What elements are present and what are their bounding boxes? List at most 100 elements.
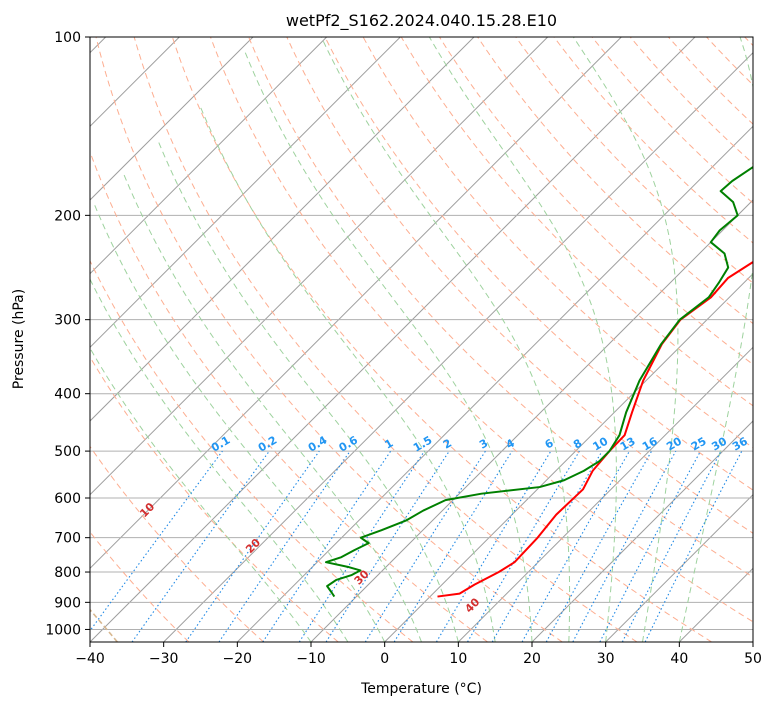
sounding-profiles <box>324 165 753 598</box>
mixing-ratio-line <box>644 450 743 642</box>
y-tick-label: 200 <box>54 208 81 224</box>
dry-adiabat-line <box>515 37 753 284</box>
isotherm-line <box>90 37 622 570</box>
x-tick-label: 0 <box>380 651 389 667</box>
mixing-ratio-line <box>435 450 552 642</box>
mixing-ratio-line <box>521 450 630 642</box>
dry-adiabats <box>90 37 753 642</box>
mixing-ratio-line <box>545 450 653 642</box>
isotherm-line <box>457 346 753 642</box>
dry-adiabat-line <box>706 37 753 86</box>
x-tick-label: −20 <box>223 651 253 667</box>
moist-adiabat-line <box>90 347 312 642</box>
dry-adiabat-line <box>171 37 712 642</box>
mixing-ratio-label: 2 <box>441 437 454 452</box>
y-tick-label: 300 <box>54 313 81 329</box>
y-tick-label: 800 <box>54 565 81 581</box>
mixing-ratio-line <box>218 450 351 642</box>
mixing-ratio-line <box>185 450 320 642</box>
y-tick-label: 400 <box>54 387 81 403</box>
dry-adiabat-line <box>90 531 190 642</box>
dry-adiabat-line <box>133 37 638 642</box>
dry-adiabat-line <box>90 150 488 642</box>
x-tick-label: 40 <box>670 651 688 667</box>
mixing-ratio-line <box>393 450 513 642</box>
moist-adiabat-line <box>243 49 533 642</box>
isotherm-line <box>90 37 475 422</box>
moist-adiabat-line <box>320 37 571 642</box>
moist-adiabat-line <box>198 104 496 642</box>
isotherm-line <box>90 37 254 201</box>
isotherm-line <box>90 37 401 349</box>
y-axis-title: Pressure (hPa) <box>11 289 27 389</box>
adiabat-label: 0 <box>37 461 52 476</box>
mixing-ratio-line <box>572 450 677 642</box>
isotherm-line <box>310 199 753 642</box>
mixing-ratio-lines <box>90 450 743 642</box>
x-axis-title: Temperature (°C) <box>360 681 482 697</box>
x-tick-label: −10 <box>296 651 326 667</box>
y-axis-ticks: 100 200 300 400 500 600 700 800 900 1000 <box>45 30 90 638</box>
moist-adiabat-line <box>428 37 617 642</box>
adiabat-label: 10 <box>137 500 157 520</box>
mixing-ratio-line <box>262 450 392 642</box>
y-tick-label: 700 <box>54 531 81 547</box>
y-tick-label: 600 <box>54 491 81 507</box>
isotherm-and-isobar-grid <box>90 37 753 642</box>
isotherm-line <box>384 272 753 642</box>
dry-adiabat-line <box>90 356 339 642</box>
adiabat-label: 40 <box>462 595 482 615</box>
dry-adiabat-line <box>324 37 753 491</box>
adiabat-label: 20 <box>243 536 263 556</box>
mixing-ratio-line <box>599 450 702 642</box>
x-tick-label: 50 <box>744 651 762 667</box>
dry-adiabat-line <box>90 445 264 642</box>
moist-adiabat-line <box>678 37 753 642</box>
mixing-ratio-label: 6 <box>543 436 556 451</box>
y-tick-label: 900 <box>54 595 81 611</box>
dry-adiabat-line <box>668 37 753 125</box>
mixing-ratio-line <box>364 450 486 642</box>
x-tick-label: 10 <box>449 651 467 667</box>
dry-adiabat-line <box>591 37 753 204</box>
isotherm-line <box>605 493 753 642</box>
x-tick-label: 20 <box>523 651 541 667</box>
sounding-series-line <box>437 261 753 598</box>
isotherm-line <box>163 51 753 642</box>
x-tick-label: −40 <box>75 651 105 667</box>
mixing-ratio-line <box>325 450 450 642</box>
isotherm-line <box>752 641 753 642</box>
x-tick-label: 30 <box>597 651 615 667</box>
chart-title: wetPf2_S162.2024.040.15.28.E10 <box>286 11 557 31</box>
moist-adiabat-line <box>157 141 459 642</box>
moist-adiabat-line <box>92 201 386 642</box>
overlay-labels: 0.10.20.40.611.52346810131620253036-100-… <box>37 433 750 615</box>
y-tick-label: 100 <box>54 30 81 46</box>
mixing-ratio-line <box>298 450 425 642</box>
moist-adiabats <box>90 37 753 642</box>
mixing-ratio-line <box>131 450 270 642</box>
y-tick-label: 500 <box>54 444 81 460</box>
isotherm-line <box>236 125 753 642</box>
dry-adiabat-line <box>744 37 753 47</box>
isotherm-line <box>678 567 753 642</box>
dry-adiabat-line <box>286 37 753 534</box>
dry-adiabat-line <box>210 37 753 623</box>
y-tick-label: 1000 <box>45 622 81 638</box>
x-axis-ticks: −40 −30 −20 −10 0 10 20 30 40 50 <box>75 642 762 667</box>
dry-adiabat-line <box>248 37 753 578</box>
plot-frame <box>89 36 754 643</box>
isotherm-line <box>90 37 696 642</box>
dry-adiabat-line <box>90 259 414 642</box>
sounding-series-line <box>324 165 753 598</box>
mixing-ratio-label: 4 <box>504 436 517 451</box>
moist-adiabat-line <box>90 278 349 642</box>
mixing-ratio-line <box>90 450 223 632</box>
dry-adiabat-line <box>95 37 563 642</box>
isotherm-line <box>90 37 328 275</box>
isotherm-line <box>90 37 549 496</box>
isotherm-line <box>531 420 753 642</box>
moist-adiabat-line <box>572 37 679 642</box>
moist-adiabat-line <box>123 173 422 642</box>
